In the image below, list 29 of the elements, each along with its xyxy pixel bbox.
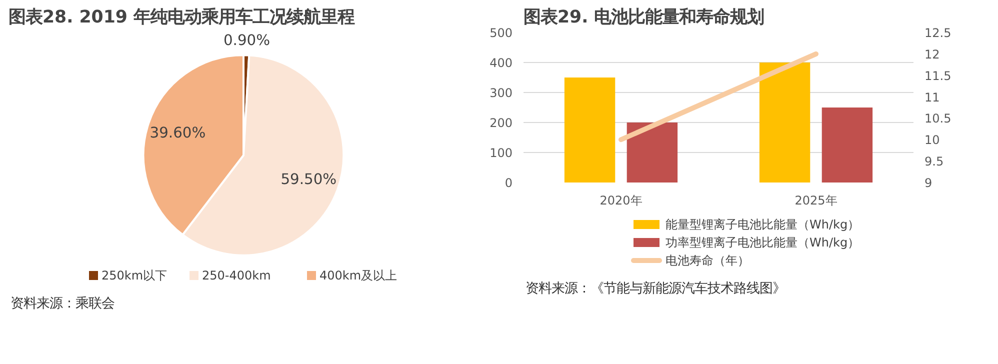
y2-tick-label: 12.5: [924, 26, 952, 40]
y-tick-label: 300: [490, 86, 512, 100]
x-tick-label: 2025年: [794, 194, 838, 208]
data-label: 39.60%: [150, 124, 206, 142]
legend-label: 400km及以上: [320, 268, 398, 282]
text: 资料来源：《节能与新能源汽车技术路线图》: [526, 282, 786, 296]
x-tick-label: 2020年: [600, 194, 642, 208]
legend-label: 250-400km: [202, 268, 271, 282]
y-tick-label: 400: [490, 56, 512, 70]
y2-tick-label: 10: [924, 133, 940, 148]
y-tick-label: 500: [490, 26, 512, 40]
y-tick-label: 100: [490, 146, 512, 160]
y2-tick-label: 11.5: [924, 68, 952, 83]
y-tick-label: 0: [504, 176, 513, 190]
chart-title: 图表29. 电池比能量和寿命规划: [524, 8, 764, 28]
y2-tick-label: 12: [924, 47, 940, 62]
data-label: 0.90%: [223, 32, 270, 50]
text: 资料来源：乘联会: [10, 296, 114, 312]
y2-tick-label: 9: [924, 176, 932, 190]
legend-label: 能量型锂离子电池比能量（Wh/kg）: [666, 218, 860, 232]
chart-title: 图表28. 2019 年纯电动乘用车工况续航里程: [8, 8, 354, 28]
y2-tick-label: 10.5: [924, 112, 952, 126]
y2-tick-label: 9.5: [924, 154, 944, 169]
legend-label: 电池寿命（年）: [666, 254, 750, 268]
legend-label: 功率型锂离子电池比能量（Wh/kg）: [666, 236, 860, 250]
data-label: 59.50%: [280, 170, 337, 188]
y2-tick-label: 11: [924, 90, 940, 104]
y-tick-label: 200: [490, 116, 512, 130]
legend-label: 250km以下: [102, 268, 168, 282]
